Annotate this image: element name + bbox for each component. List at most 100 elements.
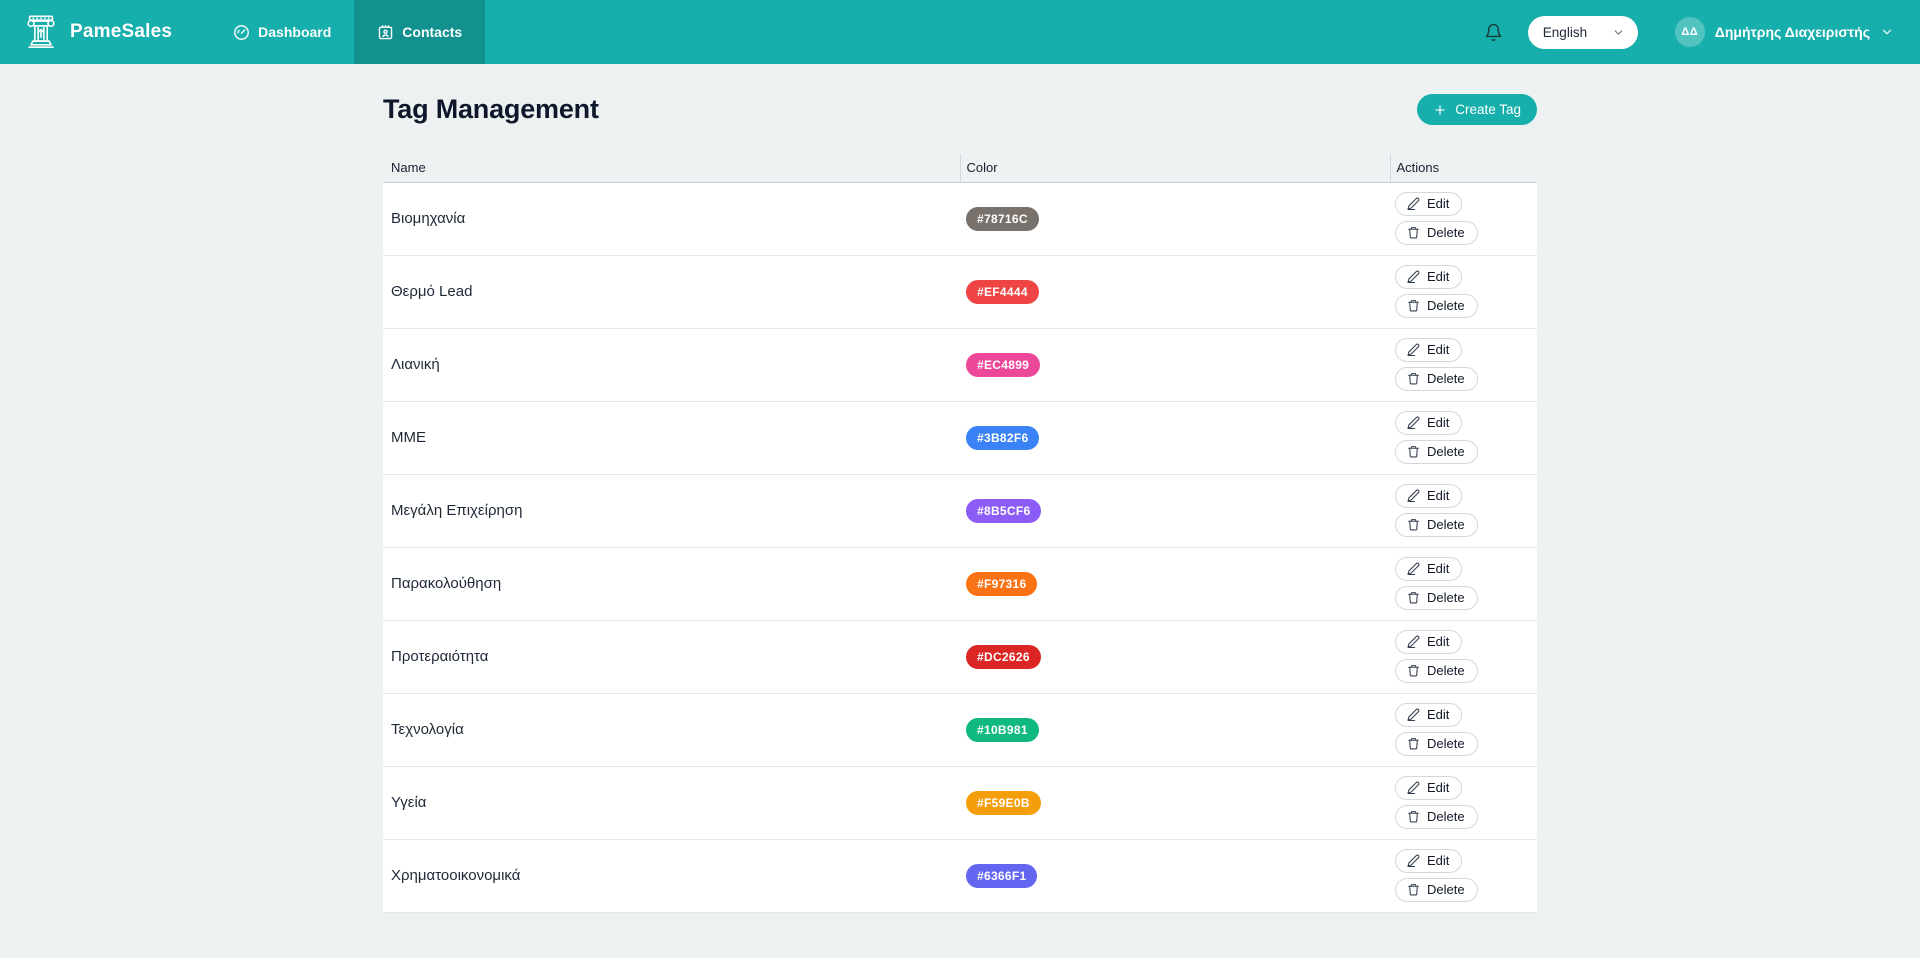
edit-label: Edit	[1427, 634, 1450, 649]
column-header-actions: Actions	[1389, 154, 1537, 183]
table-row: Τεχνολογία #10B981 Edit	[383, 693, 1537, 766]
trash-icon	[1407, 883, 1420, 896]
table-row: Βιομηχανία #78716C Edit	[383, 182, 1537, 255]
trash-icon	[1407, 372, 1420, 385]
color-badge: #EC4899	[966, 352, 1041, 377]
delete-button[interactable]: Delete	[1395, 732, 1478, 756]
topbar-right: English ΔΔ Δημήτρης Διαχειριστής	[1484, 0, 1920, 64]
table-row: Προτεραιότητα #DC2626 Edit	[383, 620, 1537, 693]
tag-name: ΜΜΕ	[391, 429, 426, 446]
color-badge: #8B5CF6	[966, 498, 1042, 523]
tag-name: Παρακολούθηση	[391, 575, 502, 592]
edit-button[interactable]: Edit	[1395, 265, 1463, 289]
color-badge: #78716C	[966, 206, 1039, 231]
nav-item-dashboard[interactable]: Dashboard	[210, 0, 354, 64]
color-badge: #F97316	[966, 571, 1038, 596]
pencil-icon	[1407, 781, 1420, 794]
edit-label: Edit	[1427, 415, 1450, 430]
tag-name: Λιανική	[391, 356, 440, 373]
chevron-down-icon	[1612, 26, 1625, 39]
delete-button[interactable]: Delete	[1395, 294, 1478, 318]
pencil-icon	[1407, 854, 1420, 867]
table-row: Παρακολούθηση #F97316 Edit	[383, 547, 1537, 620]
trash-icon	[1407, 226, 1420, 239]
language-select[interactable]: English	[1527, 15, 1638, 49]
delete-label: Delete	[1427, 225, 1465, 240]
edit-label: Edit	[1427, 342, 1450, 357]
delete-label: Delete	[1427, 590, 1465, 605]
trash-icon	[1407, 737, 1420, 750]
nav-item-contacts[interactable]: Contacts	[354, 0, 486, 64]
edit-label: Edit	[1427, 561, 1450, 576]
pencil-icon	[1407, 197, 1420, 210]
pencil-icon	[1407, 343, 1420, 356]
color-badge: #F59E0B	[966, 790, 1041, 815]
gauge-icon	[233, 24, 250, 41]
edit-button[interactable]: Edit	[1395, 557, 1463, 581]
pencil-icon	[1407, 635, 1420, 648]
create-tag-button[interactable]: Create Tag	[1417, 94, 1537, 125]
brand[interactable]: PameSales	[0, 0, 172, 64]
edit-label: Edit	[1427, 853, 1450, 868]
notifications-bell-icon[interactable]	[1484, 22, 1503, 43]
delete-label: Delete	[1427, 444, 1465, 459]
edit-button[interactable]: Edit	[1395, 411, 1463, 435]
tag-name: Μεγάλη Επιχείρηση	[391, 502, 523, 519]
edit-button[interactable]: Edit	[1395, 776, 1463, 800]
color-badge: #EF4444	[966, 279, 1039, 304]
user-name: Δημήτρης Διαχειριστής	[1714, 24, 1870, 40]
delete-button[interactable]: Delete	[1395, 440, 1478, 464]
delete-label: Delete	[1427, 371, 1465, 386]
table-header-row: Name Color Actions	[383, 154, 1537, 183]
pencil-icon	[1407, 416, 1420, 429]
delete-label: Delete	[1427, 298, 1465, 313]
trash-icon	[1407, 518, 1420, 531]
delete-label: Delete	[1427, 809, 1465, 824]
column-header-name: Name	[383, 154, 960, 183]
edit-button[interactable]: Edit	[1395, 849, 1463, 873]
delete-button[interactable]: Delete	[1395, 586, 1478, 610]
edit-button[interactable]: Edit	[1395, 192, 1463, 216]
color-badge: #DC2626	[966, 644, 1041, 669]
trash-icon	[1407, 810, 1420, 823]
table-row: ΜΜΕ #3B82F6 Edit	[383, 401, 1537, 474]
edit-label: Edit	[1427, 488, 1450, 503]
edit-button[interactable]: Edit	[1395, 703, 1463, 727]
delete-button[interactable]: Delete	[1395, 513, 1478, 537]
pencil-icon	[1407, 562, 1420, 575]
chevron-down-icon	[1880, 25, 1894, 39]
edit-label: Edit	[1427, 780, 1450, 795]
delete-button[interactable]: Delete	[1395, 805, 1478, 829]
color-badge: #6366F1	[966, 863, 1038, 888]
edit-label: Edit	[1427, 707, 1450, 722]
nav-label: Dashboard	[258, 24, 332, 40]
table-row: Λιανική #EC4899 Edit	[383, 328, 1537, 401]
tag-table: Name Color Actions Βιομηχανία #78716C Ed…	[383, 154, 1537, 913]
main-nav: Dashboard Contacts	[210, 0, 486, 64]
app-header: PameSales Dashboard	[0, 0, 1920, 64]
edit-button[interactable]: Edit	[1395, 338, 1463, 362]
avatar: ΔΔ	[1674, 17, 1705, 47]
tag-name: Βιομηχανία	[391, 210, 466, 227]
tag-name: Θερμό Lead	[391, 283, 473, 300]
edit-button[interactable]: Edit	[1395, 484, 1463, 508]
table-row: Χρηματοοικονομικά #6366F1 Edit	[383, 839, 1537, 912]
trash-icon	[1407, 591, 1420, 604]
delete-label: Delete	[1427, 517, 1465, 532]
delete-button[interactable]: Delete	[1395, 367, 1478, 391]
brand-name: PameSales	[70, 21, 173, 42]
edit-label: Edit	[1427, 196, 1450, 211]
delete-button[interactable]: Delete	[1395, 221, 1478, 245]
tag-name: Χρηματοοικονομικά	[391, 867, 521, 884]
delete-button[interactable]: Delete	[1395, 659, 1478, 683]
delete-button[interactable]: Delete	[1395, 878, 1478, 902]
tag-name: Τεχνολογία	[391, 721, 464, 738]
pencil-icon	[1407, 489, 1420, 502]
delete-label: Delete	[1427, 663, 1465, 678]
user-menu[interactable]: ΔΔ Δημήτρης Διαχειριστής	[1674, 17, 1894, 47]
trash-icon	[1407, 664, 1420, 677]
delete-label: Delete	[1427, 736, 1465, 751]
table-row: Υγεία #F59E0B Edit	[383, 766, 1537, 839]
edit-button[interactable]: Edit	[1395, 630, 1463, 654]
contacts-icon	[377, 24, 394, 41]
